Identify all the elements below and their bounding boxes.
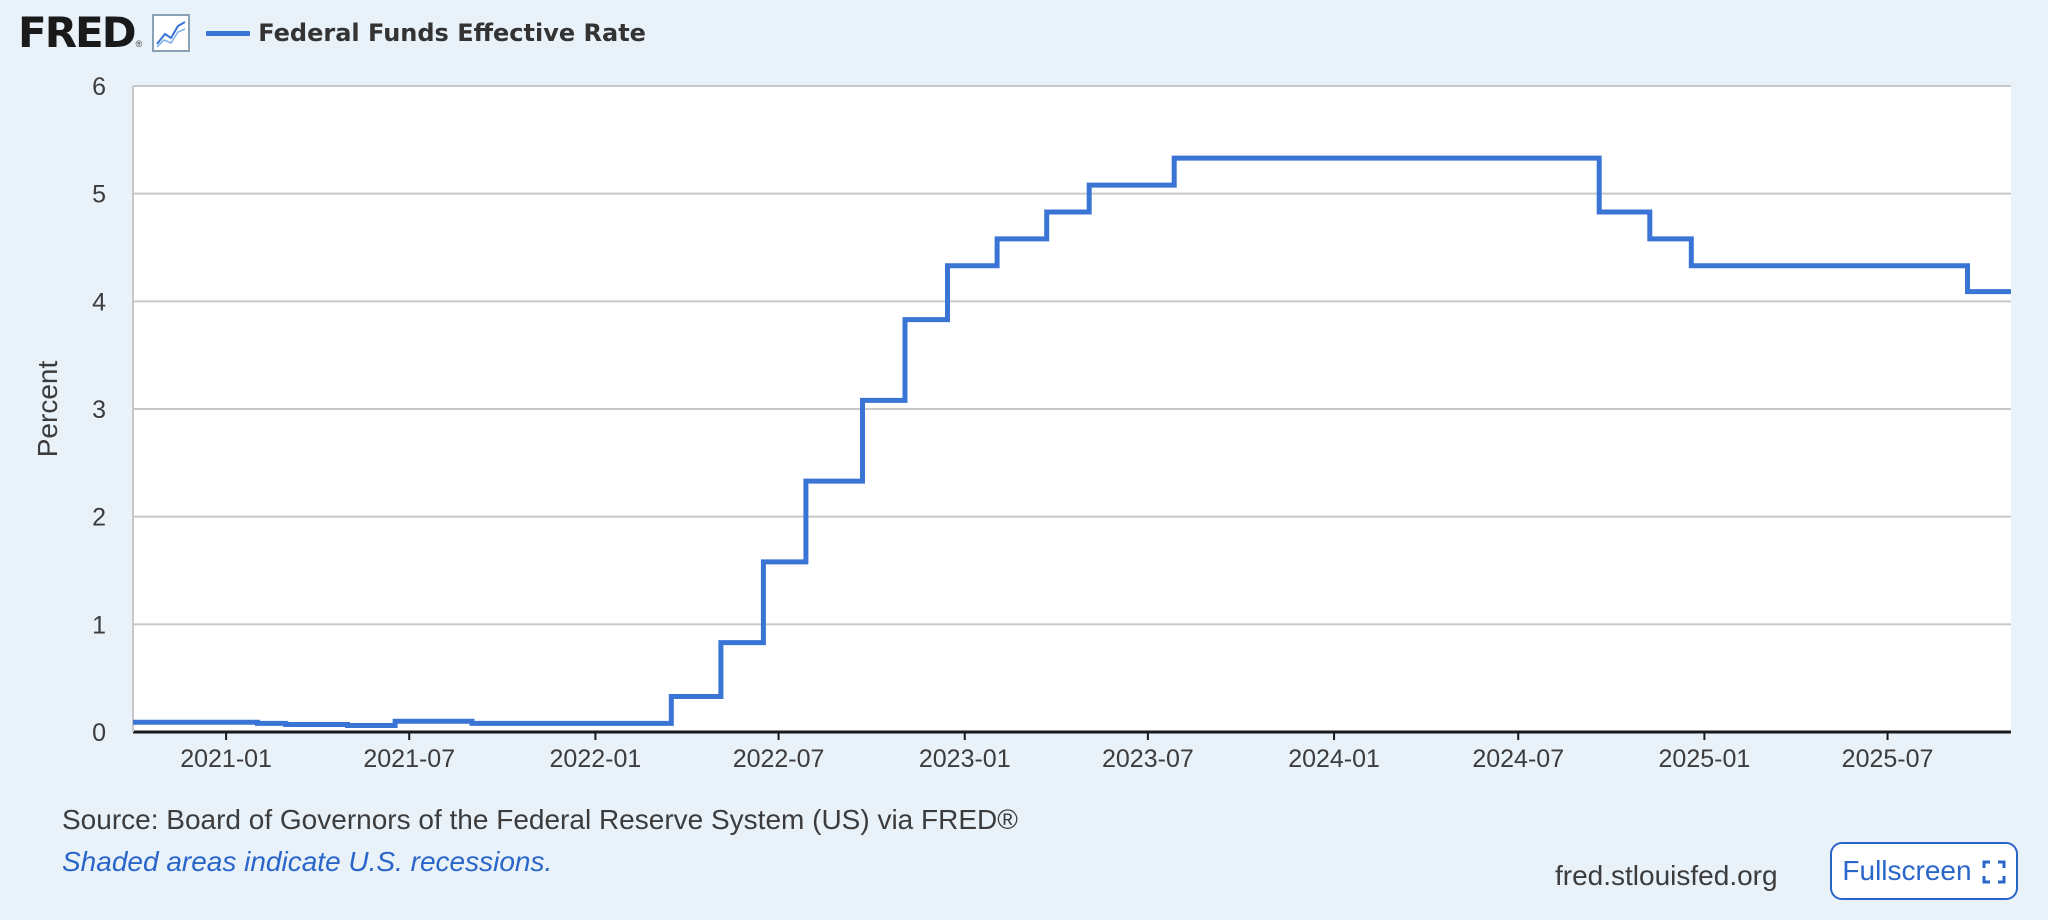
x-tick-labels: 2021-01 2021-07 2022-01 2022-07 2023-01 2023-… — [180, 732, 1933, 773]
x-tick-label: 2025-01 — [1659, 745, 1751, 773]
registered-mark: ® — [135, 39, 143, 49]
x-tick-label: 2022-07 — [733, 745, 825, 773]
series-line[interactable] — [133, 155, 2011, 728]
x-tick-label: 2021-01 — [180, 745, 272, 773]
y-tick-label: 3 — [92, 396, 106, 424]
y-tick-labels: 0 1 2 3 4 5 6 — [92, 73, 106, 747]
y-tick-label: 0 — [92, 719, 106, 747]
fullscreen-button[interactable]: Fullscreen — [1830, 842, 2018, 900]
expand-icon — [1982, 859, 2006, 884]
y-tick-label: 1 — [92, 611, 106, 639]
chart-header: FRED ® Federal Funds Effective Rate — [18, 10, 646, 56]
x-tick-label: 2023-01 — [919, 745, 1011, 773]
y-tick-label: 5 — [92, 181, 106, 209]
fred-logo[interactable]: FRED — [18, 8, 137, 57]
y-tick-label: 2 — [92, 504, 106, 532]
fullscreen-label: Fullscreen — [1842, 855, 1972, 886]
series-layer — [133, 155, 2011, 728]
x-tick-label: 2024-01 — [1288, 745, 1380, 773]
x-tick-label: 2023-07 — [1102, 745, 1194, 773]
legend-swatch — [206, 30, 251, 36]
chart: 0 1 2 3 4 5 6 2021-01 2021-07 2022-01 2022-07 2023… — [32, 73, 2011, 773]
legend-label: Federal Funds Effective Rate — [258, 19, 646, 47]
grid-lines — [133, 85, 2011, 626]
x-tick-label: 2022-01 — [550, 745, 642, 773]
source-note: Source: Board of Governors of the Federa… — [62, 804, 1018, 835]
x-tick-label: 2025-07 — [1842, 745, 1934, 773]
y-tick-label: 4 — [92, 288, 106, 316]
recession-note[interactable]: Shaded areas indicate U.S. recessions. — [62, 846, 553, 877]
y-axis-label: Percent — [32, 361, 63, 458]
line-chart-icon — [152, 14, 191, 52]
x-tick-label: 2021-07 — [363, 745, 455, 773]
x-tick-label: 2024-07 — [1472, 745, 1564, 773]
site-url[interactable]: fred.stlouisfed.org — [1555, 860, 1778, 891]
y-tick-label: 6 — [92, 73, 106, 101]
